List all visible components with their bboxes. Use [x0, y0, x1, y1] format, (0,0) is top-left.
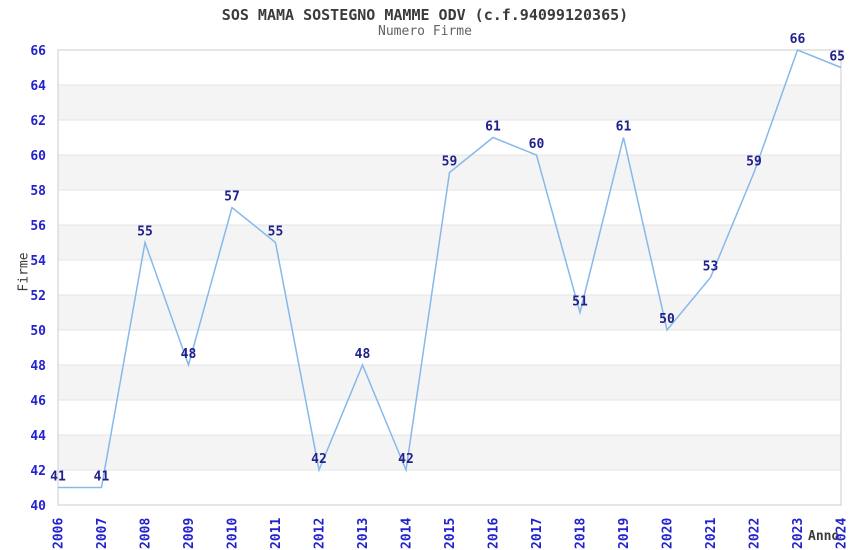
- data-label: 55: [137, 225, 153, 240]
- x-tick-label: 2021: [704, 518, 719, 549]
- x-tick-label: 2023: [791, 518, 806, 549]
- y-tick-label: 44: [30, 429, 46, 444]
- data-label: 50: [659, 312, 675, 327]
- x-tick-label: 2024: [835, 518, 850, 549]
- x-tick-label: 2012: [313, 518, 328, 549]
- data-label: 57: [224, 190, 240, 205]
- data-label: 41: [94, 470, 110, 485]
- x-tick-label: 2015: [443, 518, 458, 549]
- y-tick-label: 40: [30, 499, 46, 514]
- data-label: 60: [529, 137, 545, 152]
- y-tick-label: 66: [30, 44, 46, 59]
- x-tick-label: 2007: [95, 518, 110, 549]
- x-tick-label: 2013: [356, 518, 371, 549]
- x-axis-title: Anno: [808, 529, 840, 544]
- plot-band: [58, 85, 841, 120]
- y-tick-label: 58: [30, 184, 46, 199]
- data-label: 55: [268, 225, 284, 240]
- y-tick-label: 50: [30, 324, 46, 339]
- y-tick-label: 60: [30, 149, 46, 164]
- y-tick-label: 52: [30, 289, 46, 304]
- x-tick-label: 2020: [661, 518, 676, 549]
- x-tick-label: 2019: [617, 518, 632, 549]
- x-tick-label: 2017: [530, 518, 545, 549]
- data-label: 41: [50, 470, 66, 485]
- chart-title: SOS MAMA SOSTEGNO MAMME ODV (c.f.9409912…: [221, 6, 629, 24]
- plot-band: [58, 435, 841, 470]
- data-label: 53: [703, 260, 719, 275]
- data-label: 59: [746, 155, 762, 170]
- y-tick-label: 42: [30, 464, 46, 479]
- data-label: 61: [485, 120, 501, 135]
- data-label: 65: [829, 50, 845, 65]
- data-label: 42: [311, 452, 327, 467]
- x-tick-label: 2014: [400, 518, 415, 549]
- plot-band: [58, 365, 841, 400]
- y-tick-label: 64: [30, 79, 46, 94]
- data-label: 48: [181, 347, 197, 362]
- data-label: 61: [616, 120, 632, 135]
- y-tick-label: 62: [30, 114, 46, 129]
- x-tick-label: 2018: [574, 518, 589, 549]
- plot-border: [57, 49, 842, 506]
- data-label: 59: [442, 155, 458, 170]
- data-label: 42: [398, 452, 414, 467]
- chart-subtitle: Numero Firme: [378, 24, 472, 39]
- x-tick-label: 2009: [182, 518, 197, 549]
- x-tick-label: 2010: [226, 518, 241, 549]
- y-tick-label: 46: [30, 394, 46, 409]
- data-label: 66: [790, 32, 806, 47]
- x-tick-label: 2006: [52, 518, 67, 549]
- plot-band: [58, 295, 841, 330]
- x-tick-label: 2011: [269, 518, 284, 549]
- plot-band: [58, 225, 841, 260]
- series-line-numero-firme: [58, 49, 842, 489]
- x-tick-label: 2016: [487, 518, 502, 549]
- y-tick-label: 54: [30, 254, 46, 269]
- data-label: 51: [572, 295, 588, 310]
- y-tick-label: 56: [30, 219, 46, 234]
- x-tick-label: 2022: [748, 518, 763, 549]
- data-label: 48: [355, 347, 371, 362]
- x-tick-label: 2008: [139, 518, 154, 549]
- y-tick-label: 48: [30, 359, 46, 374]
